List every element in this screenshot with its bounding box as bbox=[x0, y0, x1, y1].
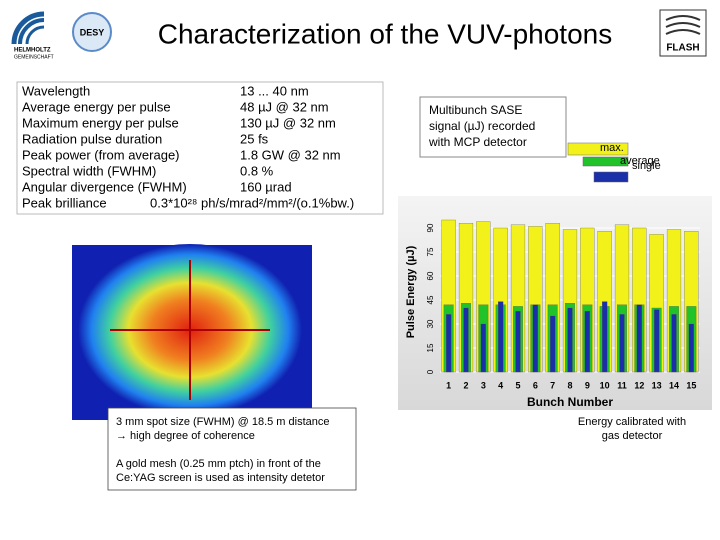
bar bbox=[654, 309, 660, 373]
x-tick-label: 6 bbox=[533, 380, 538, 390]
y-axis-label: Pulse Energy (µJ) bbox=[405, 245, 417, 338]
parameter-label: Angular divergence (FWHM) bbox=[22, 179, 187, 194]
bar bbox=[550, 315, 556, 373]
parameter-label: Radiation pulse duration bbox=[22, 131, 162, 146]
bar bbox=[463, 307, 469, 373]
bar bbox=[671, 314, 677, 373]
parameter-value: 160 µrad bbox=[240, 179, 292, 194]
parameter-value: 0.3*10²⁸ ph/s/mrad²/mm²/(o.1%bw.) bbox=[150, 195, 354, 210]
parameter-value: 25 fs bbox=[240, 131, 269, 146]
x-axis-label: Bunch Number bbox=[527, 395, 613, 409]
spot-caption: → high degree of coherence bbox=[116, 430, 255, 442]
parameter-value: 130 µJ @ 32 nm bbox=[240, 115, 336, 130]
y-tick-label: 0 bbox=[426, 369, 435, 374]
x-tick-label: 5 bbox=[515, 380, 520, 390]
parameter-value: 13 ... 40 nm bbox=[240, 83, 309, 98]
x-tick-label: 10 bbox=[600, 380, 610, 390]
x-tick-label: 11 bbox=[617, 380, 627, 390]
y-tick-label: 30 bbox=[426, 319, 435, 328]
legend-label: single bbox=[632, 160, 661, 172]
parameter-frame bbox=[16, 81, 384, 215]
bar bbox=[636, 304, 642, 373]
x-tick-label: 2 bbox=[463, 380, 468, 390]
x-tick-label: 3 bbox=[481, 380, 486, 390]
mcp-caption: Multibunch SASE bbox=[429, 103, 522, 117]
mesh-caption: A gold mesh (0.25 mm ptch) in front of t… bbox=[116, 458, 321, 470]
bar bbox=[619, 314, 625, 373]
parameter-value: 1.8 GW @ 32 nm bbox=[240, 147, 341, 162]
parameter-label: Maximum energy per pulse bbox=[22, 115, 179, 130]
helmholtz-logo: HELMHOLTZ GEMEINSCHAFT bbox=[11, 11, 54, 60]
x-tick-label: 13 bbox=[652, 380, 662, 390]
caption-box bbox=[419, 96, 567, 158]
bar bbox=[480, 323, 486, 373]
x-tick-label: 4 bbox=[498, 380, 503, 390]
parameter-value: 48 µJ @ 32 nm bbox=[240, 99, 329, 114]
parameter-label: Wavelength bbox=[22, 83, 90, 98]
y-tick-label: 45 bbox=[426, 295, 435, 304]
y-tick-label: 75 bbox=[426, 247, 435, 256]
x-tick-label: 15 bbox=[686, 380, 696, 390]
bar bbox=[567, 307, 573, 373]
slide-title: Characterization of the VUV-photons bbox=[158, 18, 612, 49]
x-tick-label: 12 bbox=[634, 380, 644, 390]
logo-text: HELMHOLTZ bbox=[14, 48, 51, 54]
caption-box bbox=[107, 407, 357, 491]
mcp-caption: signal (µJ) recorded bbox=[429, 119, 535, 133]
x-tick-label: 8 bbox=[567, 380, 572, 390]
flash-logo: FLASH bbox=[659, 9, 707, 57]
parameter-label: Peak brilliance bbox=[22, 195, 107, 210]
legend-label: max. bbox=[600, 142, 624, 154]
mesh-caption: Ce:YAG screen is used as intensity detet… bbox=[116, 472, 325, 484]
bar bbox=[688, 323, 694, 373]
parameter-label: Spectral width (FWHM) bbox=[22, 163, 156, 178]
bar bbox=[498, 301, 504, 373]
y-tick-label: 15 bbox=[426, 343, 435, 352]
logo-text: FLASH bbox=[666, 43, 699, 54]
logo-text: GEMEINSCHAFT bbox=[14, 54, 54, 60]
y-tick-label: 60 bbox=[426, 271, 435, 280]
x-tick-label: 9 bbox=[585, 380, 590, 390]
y-tick-label: 90 bbox=[426, 223, 435, 232]
bar bbox=[602, 301, 608, 373]
x-tick-label: 14 bbox=[669, 380, 679, 390]
calibration-caption: gas detector bbox=[602, 430, 663, 442]
bar bbox=[532, 304, 538, 373]
legend-label: average bbox=[620, 155, 660, 167]
desy-logo: DESY bbox=[72, 12, 112, 52]
mcp-caption: with MCP detector bbox=[428, 135, 527, 149]
bar bbox=[584, 311, 590, 373]
parameter-value: 0.8 % bbox=[240, 163, 274, 178]
spot-caption: 3 mm spot size (FWHM) @ 18.5 m distance bbox=[116, 416, 330, 428]
bar bbox=[515, 311, 521, 373]
legend-swatch bbox=[567, 142, 629, 156]
parameter-label: Peak power (from average) bbox=[22, 147, 180, 162]
parameter-label: Average energy per pulse bbox=[22, 99, 171, 114]
legend-swatch bbox=[582, 156, 629, 167]
calibration-caption: Energy calibrated with bbox=[578, 416, 686, 428]
x-tick-label: 7 bbox=[550, 380, 555, 390]
logo-text: DESY bbox=[80, 27, 105, 37]
bar bbox=[446, 314, 452, 373]
x-tick-label: 1 bbox=[446, 380, 451, 390]
legend-swatch bbox=[593, 171, 629, 183]
